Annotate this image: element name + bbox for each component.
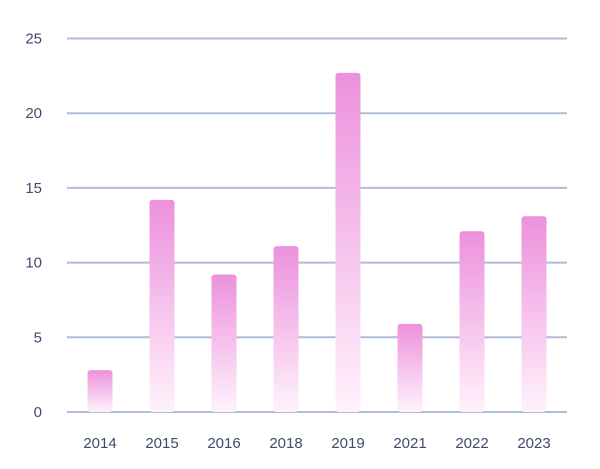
bar-2021	[397, 323, 423, 412]
grid-lines	[67, 37, 567, 413]
x-tick-label: 2018	[269, 435, 302, 452]
y-tick-label: 0	[34, 404, 42, 421]
x-tick-label: 2022	[455, 435, 488, 452]
bars	[87, 72, 547, 412]
y-axis-ticks: 0 5 10 15 20 25	[25, 31, 42, 422]
y-tick-label: 25	[25, 31, 42, 48]
bar-2023	[521, 216, 547, 412]
x-tick-label: 2016	[207, 435, 240, 452]
y-tick-label: 5	[34, 329, 42, 346]
y-tick-label: 20	[25, 105, 42, 122]
x-axis-ticks: 2014 2015 2016 2018 2019 2021 2022 2023	[83, 435, 550, 452]
x-tick-label: 2019	[331, 435, 364, 452]
bar-2016	[211, 274, 237, 412]
x-tick-label: 2015	[145, 435, 178, 452]
bar-2015	[149, 199, 175, 412]
bar-2018	[273, 246, 299, 412]
bar-2014	[87, 370, 113, 412]
bar-2019	[335, 72, 361, 412]
x-tick-label: 2023	[517, 435, 550, 452]
bar-2022	[459, 231, 485, 412]
x-tick-label: 2014	[83, 435, 116, 452]
y-tick-label: 15	[25, 180, 42, 197]
y-tick-label: 10	[25, 255, 42, 272]
x-tick-label: 2021	[393, 435, 426, 452]
